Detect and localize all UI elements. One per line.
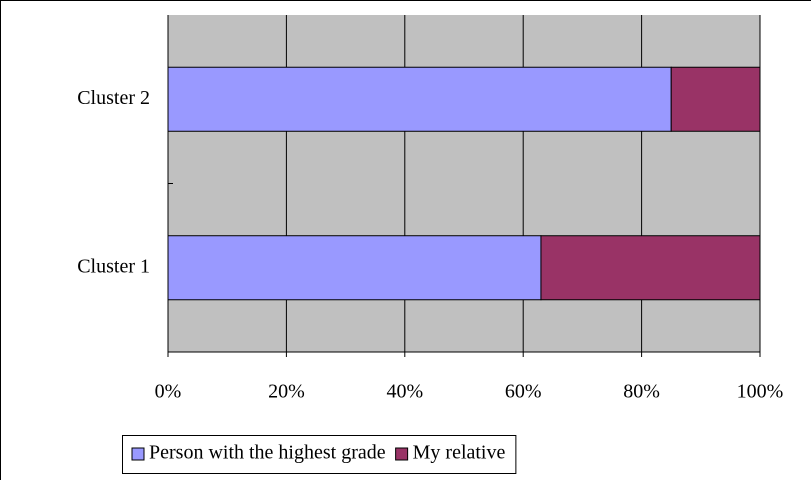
legend-box	[122, 435, 517, 474]
bar-segment	[540, 235, 761, 301]
x-tick-label: 60%	[505, 381, 542, 403]
plot-area	[168, 15, 760, 352]
y-tick-label: Cluster 1	[77, 255, 150, 277]
bar-segment	[167, 66, 672, 132]
bar-segment	[670, 66, 761, 132]
legend-swatch	[131, 447, 145, 461]
legend-label: Person with the highest grade	[149, 442, 386, 464]
x-tick-label: 40%	[386, 381, 423, 403]
y-tick-label: Cluster 2	[77, 87, 150, 109]
x-tick-label: 0%	[155, 381, 182, 403]
x-tick-label: 100%	[737, 381, 784, 403]
legend-swatch	[395, 447, 409, 461]
legend: Person with the highest grade My relative	[122, 435, 517, 474]
legend-label: My relative	[413, 442, 506, 464]
x-tick-label: 80%	[623, 381, 660, 403]
bar-segment	[167, 235, 542, 301]
x-tick-label: 20%	[268, 381, 305, 403]
